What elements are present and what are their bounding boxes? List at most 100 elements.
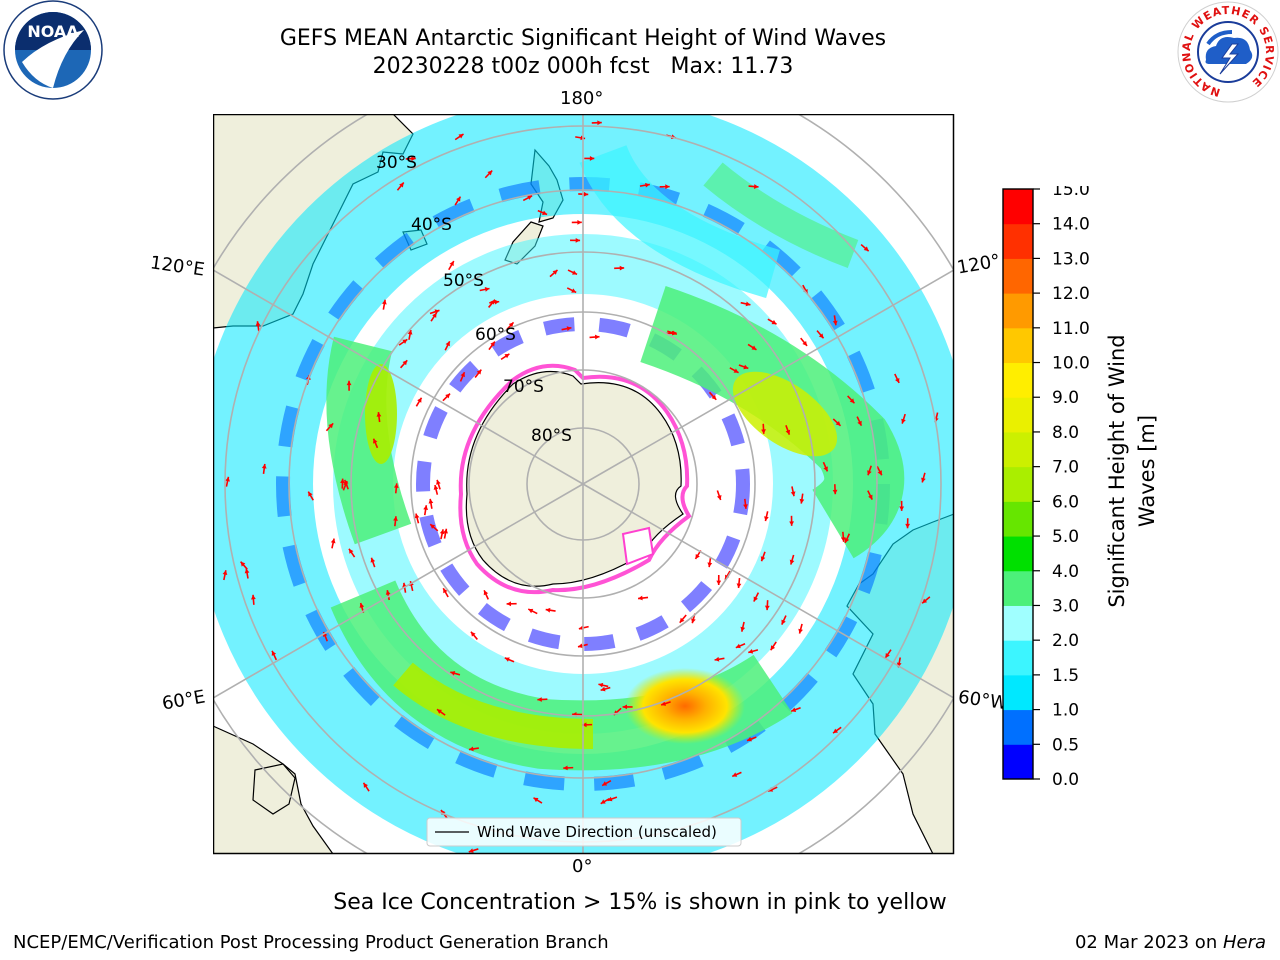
direction-arrow-head: [432, 312, 437, 318]
colorbar-tick-label: 1.5: [1052, 666, 1079, 686]
colorbar-tick-label: 13.0: [1052, 249, 1090, 269]
colorbar-tick-label: 4.0: [1052, 562, 1079, 582]
direction-arrow-head: [344, 479, 349, 485]
direction-arrow-head: [751, 345, 757, 350]
direction-arrow-head: [802, 341, 808, 346]
nws-logo: NATIONAL WEATHER SERVICE: [1177, 1, 1279, 103]
direction-arrow-head: [818, 333, 824, 339]
direction-arrow-head: [402, 339, 408, 344]
direction-arrow-head: [407, 329, 413, 335]
colorbar-cell: [1003, 536, 1033, 572]
direction-arrow-head: [736, 583, 742, 589]
direction-arrow-head: [393, 516, 398, 521]
colorbar-cell: [1003, 397, 1033, 433]
colorbar-cell: [1003, 293, 1033, 329]
colorbar-tick-label: 0.5: [1052, 735, 1079, 755]
direction-arrow-head: [740, 626, 746, 632]
sea-ice-edge: [458, 363, 692, 595]
direction-arrow-head: [707, 562, 713, 568]
colorbar-tick-label: 12.0: [1052, 284, 1090, 304]
colorbar-tick-label: 6.0: [1052, 492, 1079, 512]
lat-label-30s: 30°S: [376, 153, 417, 173]
direction-arrow-head: [428, 498, 434, 504]
colorbar-cell: [1003, 223, 1033, 259]
direction-arrow-head: [840, 537, 846, 542]
direction-arrow-head: [764, 516, 769, 522]
direction-arrow-head: [743, 364, 749, 370]
direction-arrow-head: [443, 588, 448, 594]
direction-arrow-head: [411, 156, 416, 162]
colorbar-border: [1002, 188, 1034, 780]
direction-arrow-head: [746, 736, 752, 742]
colorbar-cell: [1003, 466, 1033, 502]
direction-arrow-head: [582, 722, 587, 728]
direction-arrow-head: [476, 369, 482, 375]
direction-arrow-head: [901, 418, 906, 424]
direction-arrow-head: [791, 707, 797, 712]
direction-arrow-head: [458, 134, 464, 139]
direction-arrow-head: [785, 429, 791, 435]
direction-arrow-head: [733, 368, 739, 373]
direction-arrow-head: [764, 605, 770, 611]
direction-arrow-head: [600, 799, 606, 804]
direction-arrow-head: [863, 246, 869, 252]
colorbar-tick-label: 5.0: [1052, 527, 1079, 547]
direction-arrow-head: [823, 466, 828, 472]
direction-arrow-head: [456, 196, 461, 202]
direction-arrow-head: [563, 765, 568, 771]
colorbar-cell: [1003, 744, 1033, 780]
colorbar-cell: [1003, 362, 1033, 398]
colorbar-cell: [1003, 605, 1033, 641]
colorbar-tick-label: 7.0: [1052, 458, 1079, 478]
colorbar-tick-label: 9.0: [1052, 388, 1079, 408]
footer-organization: NCEP/EMC/Verification Post Processing Pr…: [13, 932, 609, 953]
chart-subtitle: 20230228 t00z 000h fcst Max: 11.73: [372, 54, 794, 79]
lat-label-60s: 60°S: [475, 325, 516, 345]
colorbar-cell: [1003, 258, 1033, 294]
direction-arrow-head: [835, 421, 841, 426]
lon-label-0: 0°: [572, 856, 593, 877]
direction-arrow-head: [417, 397, 422, 403]
direction-arrow-head: [572, 270, 578, 275]
direction-arrow-head: [735, 643, 741, 649]
direction-arrow-head: [468, 746, 474, 752]
direction-arrow-head: [691, 618, 696, 624]
direction-arrow-head: [373, 438, 378, 444]
direction-arrow-head: [566, 326, 572, 331]
weddell-sea: [621, 526, 655, 566]
colorbar-cell: [1003, 709, 1033, 745]
lon-label-180: 180°: [560, 88, 604, 109]
direction-arrow-head: [622, 704, 627, 710]
direction-arrow-head: [470, 631, 476, 637]
direction-arrow-head: [449, 261, 454, 267]
map-border: [213, 114, 955, 855]
direction-arrow-head: [895, 377, 900, 383]
direction-arrow-head: [589, 156, 595, 161]
direction-arrow-head: [443, 528, 448, 534]
direction-arrow-head: [240, 561, 246, 567]
direction-arrow-head: [376, 412, 382, 417]
direction-arrow-head: [346, 380, 352, 386]
direction-arrow-head: [761, 429, 766, 434]
lon-label-120w: 120°: [955, 250, 1002, 279]
direction-arrow-head: [508, 322, 514, 328]
direction-arrow-head: [460, 372, 465, 378]
colorbar-tick-label: 15.0: [1052, 186, 1090, 200]
direction-arrow-head: [753, 596, 758, 602]
direction-arrow-head: [679, 617, 685, 623]
colorbar: 0.0 0.5 1.0 1.5 2.0 3.0 4.0 5.0 6.0 7.0 8.0 9.0 10.0…: [1002, 186, 1090, 786]
direction-arrow-head: [244, 568, 250, 574]
direction-arrow-head: [905, 523, 911, 529]
direction-arrow-head: [598, 682, 604, 688]
direction-arrow-head: [600, 686, 606, 692]
direction-arrow-head: [402, 360, 408, 366]
direction-arrow-head: [433, 485, 439, 490]
direction-arrow-head: [849, 398, 855, 404]
direction-arrow-head: [867, 470, 872, 476]
noaa-text: NOAA: [27, 22, 79, 41]
direction-arrow-head: [745, 301, 751, 307]
polar-map: 30°S 40°S 50°S 60°S 70°S 80°S Wind Wave …: [213, 114, 955, 855]
direction-arrow-head: [483, 590, 489, 596]
direction-arrow-head: [575, 237, 581, 243]
direction-arrow-head: [450, 670, 456, 676]
